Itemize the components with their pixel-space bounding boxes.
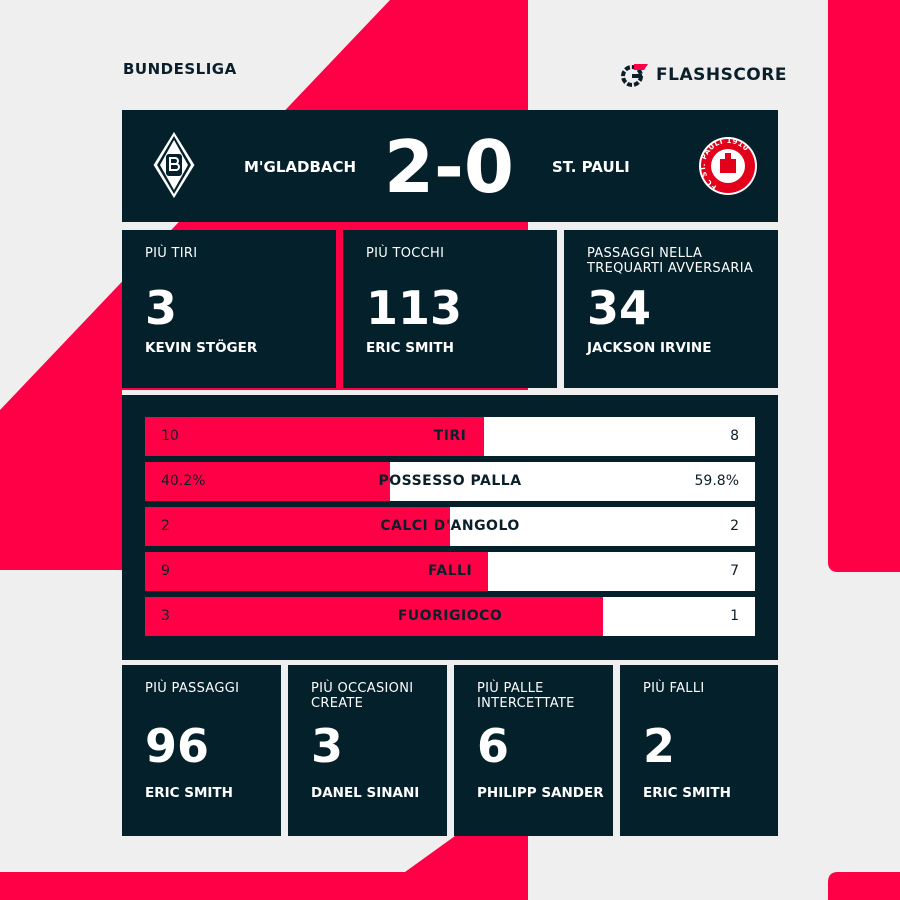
leader-value: 2	[643, 719, 676, 773]
leader-card: PIÙ FALLI 2 ERIC SMITH	[620, 665, 778, 836]
home-stat-value: 3	[161, 608, 170, 624]
leader-value: 96	[145, 719, 210, 773]
home-team-name: M'GLADBACH	[244, 158, 357, 176]
away-stat-value: 59.8%	[694, 473, 739, 489]
away-stat-value: 8	[730, 428, 739, 444]
leader-value: 34	[587, 281, 652, 335]
flashscore-icon	[621, 64, 648, 87]
leader-player: PHILIPP SANDER	[477, 785, 604, 801]
away-team-name: ST. PAULI	[552, 158, 630, 176]
leader-player: ERIC SMITH	[145, 785, 233, 801]
match-score: 2-0	[383, 125, 515, 209]
stat-name: CALCI D'ANGOLO	[380, 518, 520, 534]
home-stat-value: 40.2%	[161, 473, 206, 489]
leader-label: PIÙ PASSAGGI	[145, 681, 240, 696]
home-share-fill	[145, 507, 450, 546]
leader-value: 3	[311, 719, 344, 773]
home-share-fill	[145, 552, 489, 591]
league-name: BUNDESLIGA	[123, 60, 237, 78]
leader-label: PASSAGGI NELLA TREQUARTI AVVERSARIA	[587, 246, 754, 276]
away-stat-value: 1	[730, 608, 739, 624]
stat-name: FALLI	[427, 563, 473, 579]
leader-player: KEVIN STÖGER	[145, 340, 258, 356]
leader-label: PIÙ TIRI	[145, 246, 198, 261]
leader-value: 3	[145, 281, 178, 335]
leader-value: 113	[366, 281, 463, 335]
home-stat-value: 10	[161, 428, 179, 444]
leader-card: PIÙ PASSAGGI 96 ERIC SMITH	[122, 665, 281, 836]
away-stat-value: 2	[730, 518, 739, 534]
brand-name: FLASHSCORE	[656, 65, 787, 85]
home-stat-value: 2	[161, 518, 170, 534]
leader-label: PIÙ PALLE INTERCETTATE	[477, 681, 575, 711]
stat-bar: 9 FALLI 7	[145, 552, 755, 591]
stat-bar: 3 FUORIGIOCO 1	[145, 597, 755, 636]
leader-card: PIÙ TOCCHI 113 ERIC SMITH	[343, 230, 557, 388]
stat-name: POSSESSO PALLA	[378, 473, 522, 489]
stat-bar: 10 TIRI 8	[145, 417, 755, 456]
stat-bar: 2 CALCI D'ANGOLO 2	[145, 507, 755, 546]
stat-bar: 40.2% POSSESSO PALLA 59.8%	[145, 462, 755, 501]
leader-player: ERIC SMITH	[366, 340, 454, 356]
match-stats-panel: 10 TIRI 8 40.2% POSSESSO PALLA 59.8% 2 C…	[122, 395, 778, 660]
stat-name: TIRI	[433, 428, 467, 444]
leader-player: DANEL SINANI	[311, 785, 420, 801]
home-share-fill	[145, 597, 603, 636]
leader-label: PIÙ TOCCHI	[366, 246, 445, 261]
st-pauli-crest-icon: FC ST. PAULI 1910	[699, 137, 757, 195]
leader-card: PIÙ OCCASIONI CREATE 3 DANEL SINANI	[288, 665, 447, 836]
home-share-fill	[145, 417, 485, 456]
leader-card: PIÙ PALLE INTERCETTATE 6 PHILIPP SANDER	[454, 665, 613, 836]
match-header: M'GLADBACH 2-0 ST. PAULI FC ST. PAULI 19…	[122, 110, 778, 222]
home-share-fill	[145, 462, 391, 501]
leader-card: PIÙ TIRI 3 KEVIN STÖGER	[122, 230, 336, 388]
away-stat-value: 7	[730, 563, 739, 579]
leader-card: PASSAGGI NELLA TREQUARTI AVVERSARIA 34 J…	[564, 230, 778, 388]
leader-label: PIÙ FALLI	[643, 681, 705, 696]
leader-value: 6	[477, 719, 510, 773]
leader-player: ERIC SMITH	[643, 785, 731, 801]
stat-name: FUORIGIOCO	[397, 608, 503, 624]
home-stat-value: 9	[161, 563, 170, 579]
flashscore-logo: FLASHSCORE	[620, 62, 787, 88]
leader-label: PIÙ OCCASIONI CREATE	[311, 681, 414, 711]
leader-player: JACKSON IRVINE	[587, 340, 712, 356]
borussia-diamond-crest-icon	[152, 130, 196, 200]
